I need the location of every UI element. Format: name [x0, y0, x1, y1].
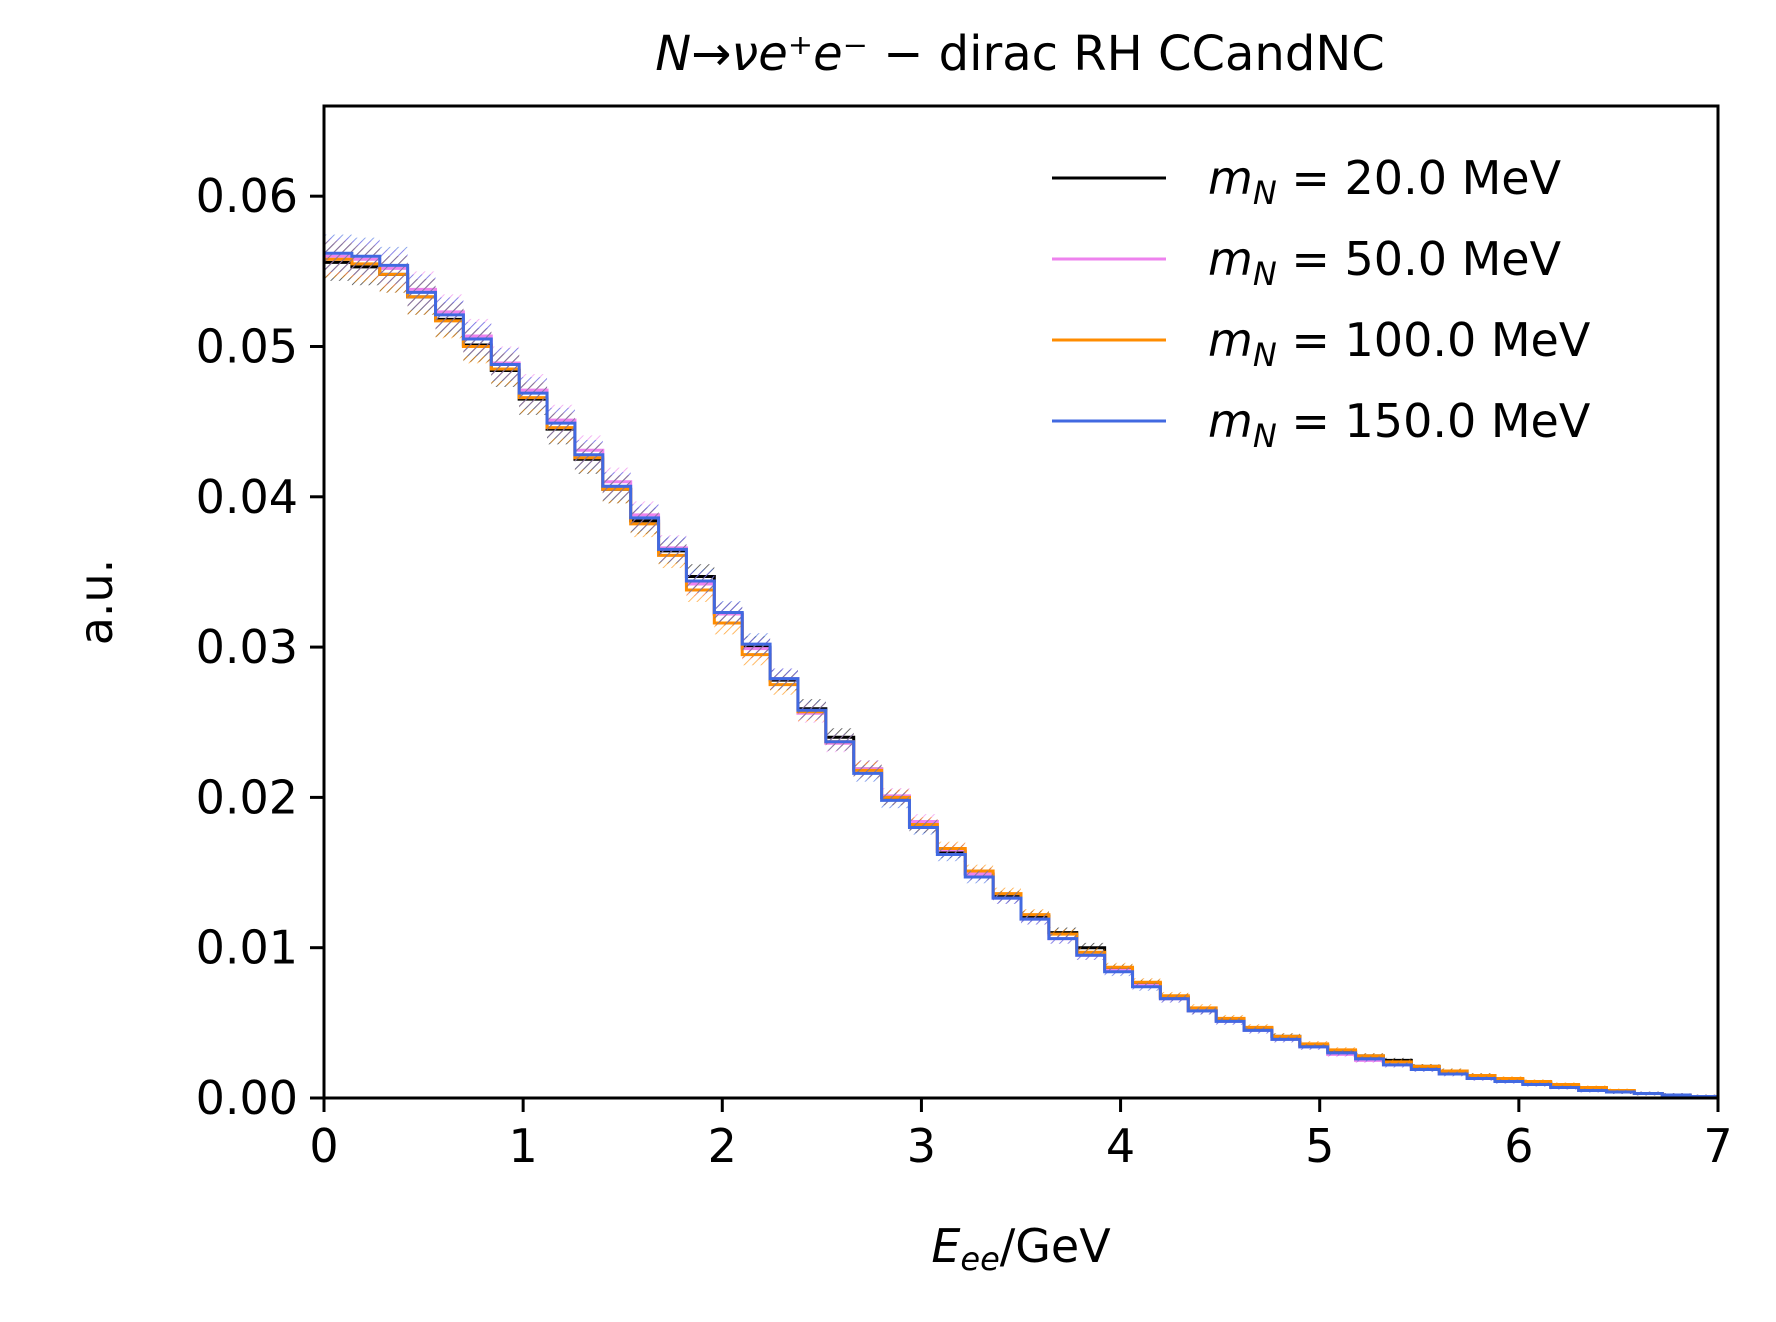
x-axis-label-sub: ee: [960, 1240, 999, 1278]
series-layer: [324, 234, 1718, 1098]
legend-label: mN = 50.0 MeV: [1208, 232, 1562, 293]
y-axis-label: a.u.: [69, 559, 123, 646]
legend-label: mN = 20.0 MeV: [1208, 151, 1562, 212]
y-tick-label: 0.04: [196, 470, 298, 524]
plot-area: [324, 106, 1718, 1098]
chart-title-math: N→νe⁺e⁻: [655, 26, 868, 82]
y-tick-label: 0.00: [196, 1071, 298, 1125]
legend-item: mN = 100.0 MeV: [1052, 313, 1591, 374]
legend-label: mN = 150.0 MeV: [1208, 394, 1591, 455]
chart-title-rest: − dirac RH CCandNC: [868, 26, 1385, 82]
y-tick-label: 0.01: [196, 921, 298, 975]
y-tick-label: 0.02: [196, 770, 298, 824]
x-tick-label: 4: [1106, 1119, 1135, 1173]
x-axis-ticks: 0 1 2 3 4 5 6 7: [309, 1098, 1733, 1173]
axes-frame: [322, 104, 1720, 1100]
x-tick-label: 5: [1305, 1119, 1334, 1173]
x-tick-label: 7: [1703, 1119, 1732, 1173]
legend-item: mN = 50.0 MeV: [1052, 232, 1562, 293]
y-tick-label: 0.06: [196, 169, 298, 223]
legend-item: mN = 150.0 MeV: [1052, 394, 1591, 455]
y-axis-ticks: 0.00 0.01 0.02 0.03 0.04 0.05 0.06: [196, 169, 324, 1125]
x-tick-label: 1: [509, 1119, 538, 1173]
series-line: [324, 251, 1718, 1098]
x-tick-label: 6: [1504, 1119, 1533, 1173]
x-tick-label: 3: [907, 1119, 936, 1173]
chart-title: N→νe⁺e⁻ − dirac RH CCandNC: [655, 26, 1384, 82]
y-tick-label: 0.05: [196, 319, 298, 373]
x-tick-label: 2: [708, 1119, 737, 1173]
legend-label: mN = 100.0 MeV: [1208, 313, 1591, 374]
x-axis-label: Eee/GeV: [931, 1219, 1111, 1278]
y-tick-label: 0.03: [196, 620, 298, 674]
x-axis-label-main: E: [931, 1219, 960, 1273]
legend: mN = 20.0 MeV mN = 50.0 MeV mN = 100.0 MeV…: [1052, 151, 1591, 455]
legend-item: mN = 20.0 MeV: [1052, 151, 1562, 212]
x-axis-label-rest: /GeV: [1000, 1219, 1111, 1273]
x-tick-label: 0: [309, 1119, 338, 1173]
